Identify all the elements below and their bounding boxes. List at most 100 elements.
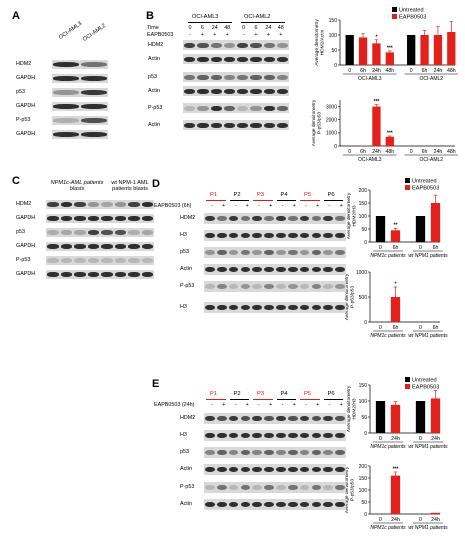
blot-row-label: HDM2 (16, 61, 32, 67)
blot-band (60, 216, 72, 221)
bar (372, 106, 381, 146)
blot-band (87, 258, 99, 263)
blot-band (205, 466, 215, 473)
blot-band (335, 266, 345, 273)
blot-band (237, 88, 249, 94)
blot-band (81, 132, 107, 137)
blot-band (114, 258, 126, 263)
blot-band (141, 258, 153, 263)
blot-band (141, 244, 153, 249)
blot-band (299, 266, 310, 273)
blot-band (287, 484, 298, 491)
bar (345, 35, 354, 65)
blot-band (299, 283, 310, 290)
blot-band (47, 230, 59, 235)
panel-a-blot (52, 74, 108, 83)
patient-label: P2 (233, 391, 241, 397)
blot-band (228, 415, 239, 422)
y-tick-label: 100 (359, 488, 368, 494)
treat-value: + (225, 32, 229, 38)
blot-band (53, 76, 79, 81)
blot-band (101, 244, 113, 249)
blot-band (101, 216, 113, 221)
blot-band (335, 249, 345, 256)
blot-band (205, 283, 215, 290)
y-tick-label: 200 (359, 188, 368, 194)
blot-band (287, 249, 298, 256)
blot-band (205, 501, 215, 508)
blot-band (276, 304, 286, 311)
blot-band (276, 74, 288, 80)
blot-band (323, 484, 334, 491)
blot-band (299, 466, 310, 473)
blot-band (184, 74, 196, 80)
treat-value: - (258, 203, 260, 209)
significance-mark: *** (387, 131, 393, 137)
blot-band (276, 501, 286, 508)
blot-band (228, 449, 239, 456)
blot-band (74, 202, 86, 207)
blot-row-label: P-p53 (16, 117, 31, 123)
blot-band (276, 122, 288, 128)
blot-band (216, 449, 227, 456)
blot-band (81, 62, 107, 67)
blot-band (276, 105, 288, 111)
blot-band (240, 304, 251, 311)
x-tick-label: 0 (379, 245, 382, 251)
blot-band (228, 215, 239, 222)
bar (430, 203, 441, 242)
patient-underline (229, 200, 249, 201)
treat-value: + (339, 203, 343, 209)
blot-band (197, 122, 209, 128)
y-axis-label: Average densitometry (311, 99, 317, 146)
blot-band (276, 232, 286, 239)
bar (433, 35, 443, 65)
panel-d-blot (204, 247, 346, 258)
blot-band (276, 266, 286, 273)
panel-c-group-1: NPM1c-AML patients blasts (50, 180, 104, 192)
y-axis-label: HDM2/Actin (320, 29, 326, 55)
patient-label: P6 (327, 391, 335, 397)
panel-c-blot (46, 256, 154, 265)
significance-mark: *** (387, 45, 393, 51)
panel-b-group-1: OCI-AML3 (192, 14, 219, 20)
blot-band (60, 244, 72, 249)
blot-band (252, 304, 263, 311)
blot-band (205, 449, 215, 456)
blot-row-label: GAPDH (16, 271, 36, 277)
blot-row-label: GAPDH (16, 103, 36, 109)
blot-band (276, 56, 288, 62)
blot-band (311, 432, 322, 439)
blot-band (101, 202, 113, 207)
blot-band (205, 415, 215, 422)
blot-band (81, 76, 107, 81)
blot-band (216, 215, 227, 222)
blot-band (210, 56, 222, 62)
blot-band (250, 56, 262, 62)
y-axis-label: P-p53/p53 (350, 286, 356, 308)
treat-value: - (328, 203, 331, 209)
blot-row-label: p53 (148, 74, 157, 80)
blot-band (299, 484, 310, 491)
blot-band (335, 432, 345, 439)
group-label: wt NPM1 patients (408, 333, 448, 339)
treat-value: + (245, 402, 249, 408)
y-tick-label: 150 (359, 383, 368, 389)
patient-label: P1 (210, 391, 218, 397)
panel-b-group-line-1 (188, 22, 232, 23)
blot-row-label: GAPDH (16, 215, 36, 221)
blot-band (276, 415, 286, 422)
blot-band (323, 415, 334, 422)
blot-band (205, 304, 215, 311)
x-tick-label: 6h (422, 149, 428, 155)
blot-band (264, 249, 274, 256)
panel-b-label: B (146, 10, 154, 22)
blot-band (276, 484, 286, 491)
blot-band (216, 432, 227, 439)
bar (430, 398, 441, 433)
blot-band (263, 56, 275, 62)
blot-band (299, 501, 310, 508)
blot-band (47, 258, 59, 263)
panel-a-blot (52, 88, 108, 97)
panel-c-blot (46, 242, 154, 251)
